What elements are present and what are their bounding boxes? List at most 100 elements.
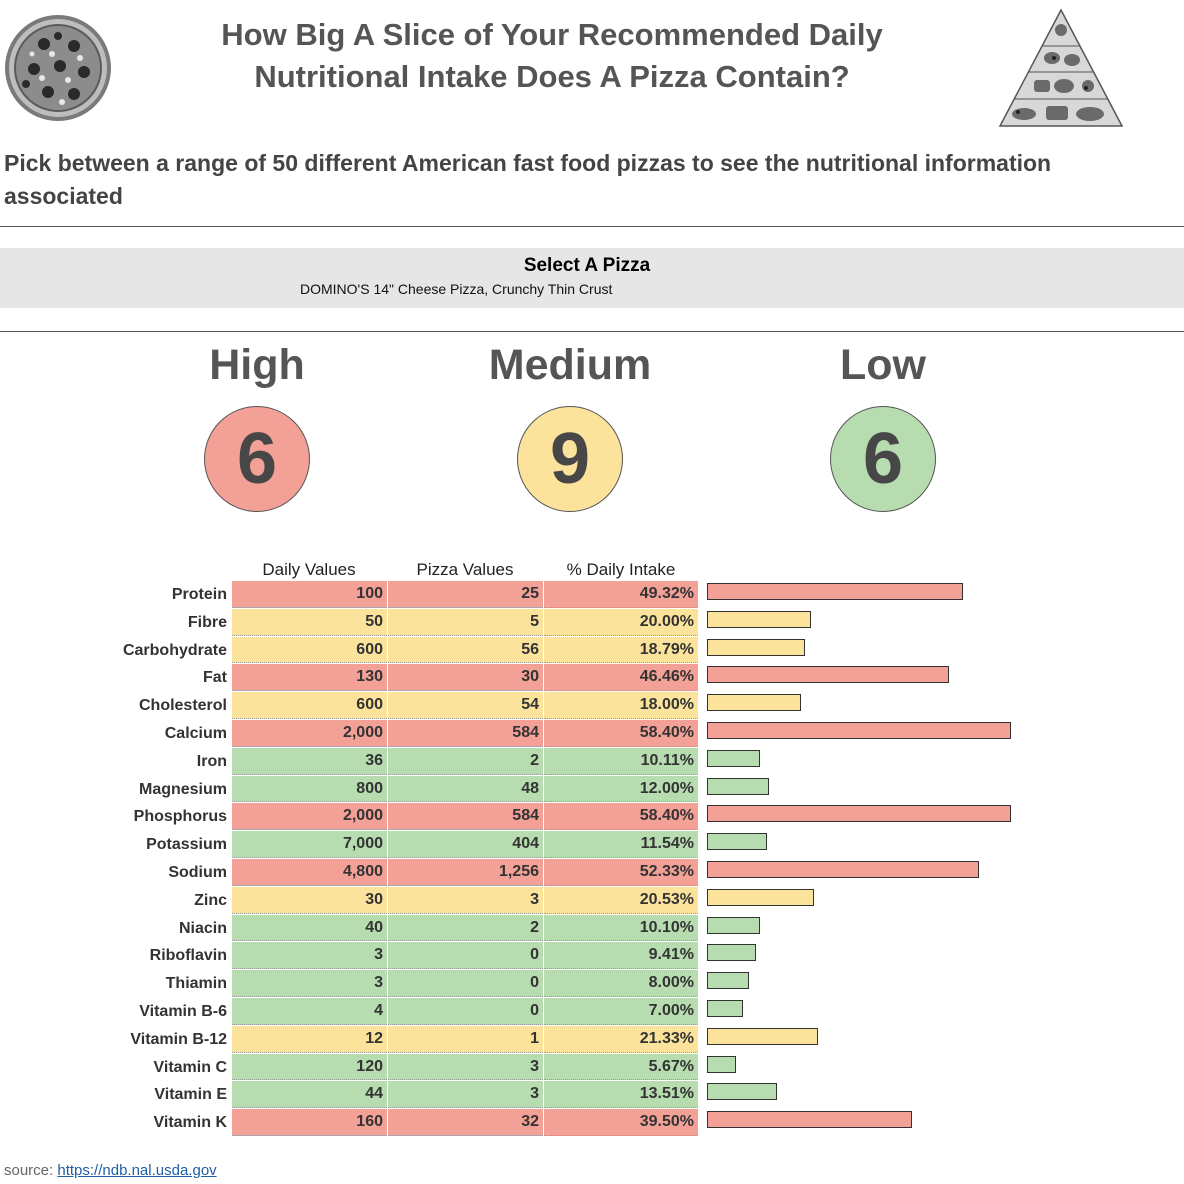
nutrient-label: Vitamin B-6 — [139, 1003, 227, 1020]
nutrient-label: Thiamin — [165, 975, 227, 993]
divider — [0, 331, 1184, 332]
nutrient-label: Phosphorus — [133, 808, 227, 826]
pizza-value-cell: 54 — [388, 692, 543, 719]
pct-value-cell: 10.11% — [544, 747, 698, 775]
daily-value-cell: 40 — [232, 914, 387, 942]
nutrient-label: Magnesium — [138, 780, 227, 798]
divider — [0, 226, 1184, 227]
pct-value-cell: 8.00% — [544, 970, 698, 997]
nutrient-label: Carbohydrate — [122, 641, 227, 659]
intake-bar — [707, 583, 964, 600]
pct-value-cell: 46.46% — [544, 664, 698, 692]
intake-bar — [707, 1083, 778, 1101]
nutrient-label: Vitamin C — [153, 1058, 228, 1076]
pizza-value-cell: 1,256 — [388, 859, 543, 886]
page-subtitle: Pick between a range of 50 different Ame… — [4, 150, 1052, 209]
intake-bar — [707, 1111, 913, 1129]
nutrient-label: Iron — [196, 752, 227, 770]
pct-value-cell: 5.67% — [544, 1053, 698, 1081]
intake-bar — [707, 666, 949, 684]
intake-bar — [707, 805, 1011, 823]
daily-value-cell: 3 — [232, 942, 387, 970]
daily-value-cell: 44 — [232, 1081, 387, 1109]
level-high-label: High — [209, 341, 305, 389]
intake-bar — [707, 861, 980, 878]
nutrient-label: Fibre — [187, 613, 227, 631]
pct-value-cell: 52.33% — [544, 859, 698, 886]
daily-value-cell: 2,000 — [232, 720, 387, 747]
pizza-value-cell: 56 — [388, 636, 543, 664]
pct-value-cell: 20.00% — [544, 608, 698, 636]
daily-value-cell: 12 — [232, 1025, 387, 1053]
pizza-selector[interactable]: Select A Pizza DOMINO'S 14" Cheese Pizza… — [0, 248, 1184, 308]
pizza-value-cell: 30 — [388, 664, 543, 692]
nutrient-label: Vitamin B-12 — [130, 1030, 227, 1048]
food-pyramid-icon — [998, 8, 1124, 127]
intake-bar — [707, 833, 767, 851]
pct-value-cell: 18.00% — [544, 692, 698, 719]
daily-value-cell: 120 — [232, 1053, 387, 1081]
level-low-label: Low — [840, 341, 926, 389]
daily-value-cell: 7,000 — [232, 831, 387, 858]
level-medium-count: 9 — [517, 406, 623, 512]
pizza-value-cell: 2 — [388, 914, 543, 942]
daily-value-cell: 3 — [232, 970, 387, 997]
pizza-value-cell: 48 — [388, 775, 543, 803]
daily-value-cell: 30 — [232, 886, 387, 914]
level-medium-label: Medium — [488, 341, 652, 389]
pct-value-cell: 21.33% — [544, 1025, 698, 1053]
nutrient-label: Niacin — [178, 919, 227, 937]
intake-bar — [707, 777, 770, 795]
intake-bar — [707, 888, 814, 906]
daily-value-cell: 600 — [232, 692, 387, 719]
pizza-value-cell: 3 — [388, 1053, 543, 1081]
intake-bar — [707, 749, 760, 767]
nutrient-label: Potassium — [146, 836, 227, 854]
pct-value-cell: 11.54% — [544, 831, 698, 858]
pct-value-cell: 58.40% — [544, 803, 698, 831]
nutrient-label: Protein — [171, 586, 227, 603]
pizza-value-cell: 0 — [388, 998, 543, 1025]
pizza-value-cell: 0 — [388, 942, 543, 970]
intake-bar — [707, 1055, 737, 1073]
daily-value-cell: 800 — [232, 775, 387, 803]
source-link[interactable]: https://ndb.nal.usda.gov — [57, 1162, 217, 1179]
level-high-count: 6 — [204, 406, 310, 512]
source-prefix: source: — [4, 1162, 54, 1179]
nutrient-label: Cholesterol — [138, 697, 227, 715]
daily-value-cell: 2,000 — [232, 803, 387, 831]
intake-bar — [707, 638, 805, 656]
pizza-icon — [5, 15, 111, 121]
nutrition-table: Protein 100 25 49.32% Fibre 50 5 20.00% Carbohyd… — [0, 581, 1184, 1141]
daily-value-cell: 100 — [232, 581, 387, 608]
pct-value-cell: 12.00% — [544, 775, 698, 803]
title-line-2: Nutritional Intake Does A Pizza Contain? — [254, 59, 850, 94]
pct-value-cell: 18.79% — [544, 636, 698, 664]
level-low-count: 6 — [830, 406, 936, 512]
pizza-value-cell: 5 — [388, 608, 543, 636]
pizza-value-cell: 1 — [388, 1025, 543, 1053]
pct-value-cell: 10.10% — [544, 914, 698, 942]
pct-value-cell: 20.53% — [544, 886, 698, 914]
pizza-value-cell: 3 — [388, 886, 543, 914]
daily-value-cell: 600 — [232, 636, 387, 664]
nutrient-label: Fat — [203, 669, 227, 687]
nutrient-label: Calcium — [164, 725, 227, 742]
pizza-value-cell: 3 — [388, 1081, 543, 1109]
selector-value[interactable]: DOMINO'S 14" Cheese Pizza, Crunchy Thin … — [300, 281, 613, 297]
pct-value-cell: 9.41% — [544, 942, 698, 970]
nutrient-label: Sodium — [168, 864, 227, 881]
intake-bar — [707, 944, 756, 962]
nutrient-label: Zinc — [194, 891, 227, 909]
pct-value-cell: 49.32% — [544, 581, 698, 608]
daily-value-cell: 4,800 — [232, 859, 387, 886]
col-header-pizza: Pizza Values — [416, 560, 514, 579]
pct-value-cell: 58.40% — [544, 720, 698, 747]
selector-label: Select A Pizza — [523, 255, 651, 276]
daily-value-cell: 50 — [232, 608, 387, 636]
nutrient-label: Vitamin K — [153, 1114, 228, 1132]
daily-value-cell: 36 — [232, 747, 387, 775]
nutrient-label: Vitamin E — [154, 1086, 227, 1104]
intake-bar — [707, 916, 760, 934]
intake-bar — [707, 722, 1011, 739]
